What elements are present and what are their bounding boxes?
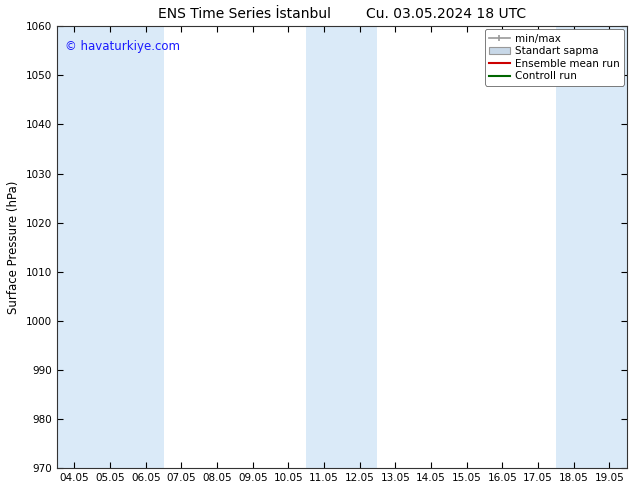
Bar [556, 26, 592, 468]
Text: © havaturkiye.com: © havaturkiye.com [65, 40, 180, 52]
Bar [592, 26, 627, 468]
Title: ENS Time Series İstanbul        Cu. 03.05.2024 18 UTC: ENS Time Series İstanbul Cu. 03.05.2024 … [158, 7, 526, 21]
Bar [93, 26, 128, 468]
Y-axis label: Surface Pressure (hPa): Surface Pressure (hPa) [7, 180, 20, 314]
Bar [128, 26, 164, 468]
Bar [306, 26, 342, 468]
Bar [56, 26, 93, 468]
Bar [342, 26, 377, 468]
Legend: min/max, Standart sapma, Ensemble mean run, Controll run: min/max, Standart sapma, Ensemble mean r… [485, 29, 624, 86]
